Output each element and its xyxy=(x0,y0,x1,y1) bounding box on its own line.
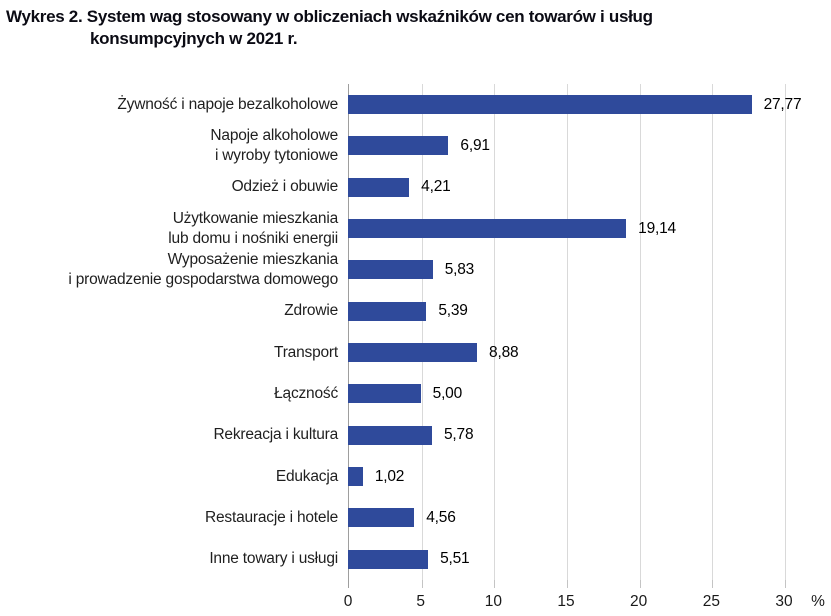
axis-tick xyxy=(785,580,786,588)
gridline xyxy=(712,84,714,580)
x-tick-label: 0 xyxy=(343,593,353,610)
category-label: Zdrowie xyxy=(284,302,338,320)
bar-track: 5,00 xyxy=(348,373,831,414)
title-line-2: konsumpcyjnych w 2021 r. xyxy=(90,28,298,48)
bar-row: Żywność i napoje bezalkoholowe 27,77 xyxy=(0,84,831,125)
bar xyxy=(348,136,449,156)
bar-track: 5,83 xyxy=(348,249,831,290)
bar xyxy=(348,384,421,404)
axis-tick xyxy=(421,580,423,588)
bar-row: Napoje alkoholowe i wyroby tytoniowe 6,91 xyxy=(0,125,831,166)
category-label: Edukacja xyxy=(275,467,338,485)
value-label: 5,39 xyxy=(438,302,468,320)
x-tick-label: 10 xyxy=(484,593,502,610)
x-tick-label: 15 xyxy=(557,593,575,610)
axis-tick xyxy=(348,580,349,588)
gridline xyxy=(567,84,568,580)
value-label: 1,02 xyxy=(374,467,405,485)
x-tick-label: 30 xyxy=(775,593,793,610)
bar-track: 4,56 xyxy=(348,497,831,538)
category-label: Wyposażenie mieszkania i prowadzenie gos… xyxy=(68,250,338,288)
bar xyxy=(348,549,429,569)
bar xyxy=(348,508,415,528)
value-label: 5,51 xyxy=(440,550,470,568)
value-label: 4,56 xyxy=(426,508,456,526)
value-label: 6,91 xyxy=(460,136,490,154)
bar-row: Wyposażenie mieszkania i prowadzenie gos… xyxy=(0,249,831,290)
bar-track: 5,78 xyxy=(348,415,831,456)
bar xyxy=(348,301,427,321)
category-label: Restauracje i hotele xyxy=(205,508,338,526)
x-axis: % 0 5 10 15 20 25 30 xyxy=(344,593,831,616)
category-label: Inne towary i usługi xyxy=(209,550,338,568)
bar-row: Użytkowanie mieszkania lub domu i nośnik… xyxy=(0,208,831,249)
category-label: Łączność xyxy=(274,384,338,402)
bar-track: 19,14 xyxy=(348,208,831,249)
bar-row: Transport 8,88 xyxy=(0,332,831,373)
bar-row: Inne towary i usługi 5,51 xyxy=(0,539,831,580)
bar-track: 6,91 xyxy=(348,125,831,166)
bar-track: 5,39 xyxy=(348,291,831,332)
category-label: Rekreacja i kultura xyxy=(213,426,338,444)
value-label: 19,14 xyxy=(638,219,676,237)
category-label: Napoje alkoholowe i wyroby tytoniowe xyxy=(210,126,338,164)
axis-tick xyxy=(639,580,641,588)
bar-row: Łączność 5,00 xyxy=(0,373,831,414)
bar xyxy=(348,467,363,487)
bar-track: 1,02 xyxy=(348,456,831,497)
bar-track: 4,21 xyxy=(348,167,831,208)
value-label: 5,00 xyxy=(432,384,463,402)
bar-row: Restauracje i hotele 4,56 xyxy=(0,497,831,538)
title-line-1: Wykres 2. System wag stosowany w oblicze… xyxy=(6,7,653,26)
bar-track: 8,88 xyxy=(348,332,831,373)
plot-area xyxy=(348,84,786,588)
gridline xyxy=(494,84,496,580)
chart-title: Wykres 2. System wag stosowany w oblicze… xyxy=(0,0,831,49)
gridline xyxy=(785,84,786,580)
axis-tick xyxy=(712,580,714,588)
axis-tick xyxy=(567,580,568,588)
bar-track: 5,51 xyxy=(348,539,831,580)
category-label: Odzież i obuwie xyxy=(231,178,339,196)
bar xyxy=(348,219,627,239)
bar xyxy=(348,95,752,115)
bar-row: Rekreacja i kultura 5,78 xyxy=(0,415,831,456)
bar-chart: Żywność i napoje bezalkoholowe 27,77 Napoj… xyxy=(0,84,831,610)
gridline xyxy=(421,84,423,580)
category-label: Transport xyxy=(274,343,338,361)
x-tick-label: 25 xyxy=(702,593,720,610)
bar-rows: Żywność i napoje bezalkoholowe 27,77 Napoj… xyxy=(0,84,831,580)
category-label: Żywność i napoje bezalkoholowe xyxy=(117,95,338,113)
bar-row: Edukacja 1,02 xyxy=(0,456,831,497)
value-label: 8,88 xyxy=(489,343,519,361)
category-label: Użytkowanie mieszkania lub domu i nośnik… xyxy=(168,209,338,247)
gridline xyxy=(639,84,641,580)
bar-track: 27,77 xyxy=(348,84,831,125)
bar-row: Odzież i obuwie 4,21 xyxy=(0,167,831,208)
value-label: 4,21 xyxy=(421,178,451,196)
x-tick-label: 5 xyxy=(416,593,425,610)
axis-tick xyxy=(494,580,496,588)
value-label: 5,78 xyxy=(444,426,474,444)
axis-unit-label: % xyxy=(811,593,825,610)
value-label: 27,77 xyxy=(763,95,802,113)
x-tick-label: 20 xyxy=(630,593,648,610)
value-label: 5,83 xyxy=(444,260,475,278)
bar xyxy=(348,343,478,363)
bar xyxy=(348,425,432,445)
bar xyxy=(348,260,433,280)
bar-row: Zdrowie 5,39 xyxy=(0,291,831,332)
bar xyxy=(348,177,410,197)
